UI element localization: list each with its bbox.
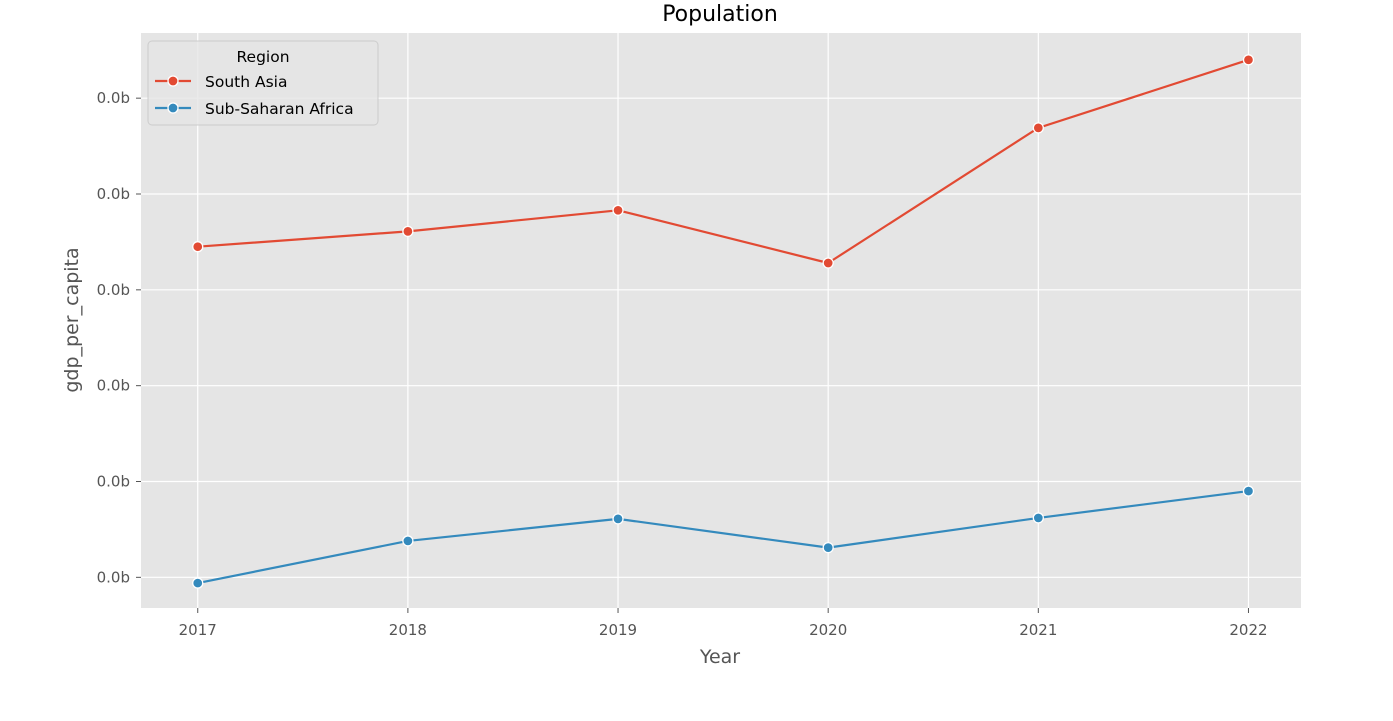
axes: 2017 2018 2019 2020 2021 2022 0.0b 0.0b 0.0b 0.0b… — [97, 89, 1268, 639]
x-tick-label: 2018 — [389, 621, 427, 639]
y-tick-label: 0.0b — [97, 568, 130, 586]
data-point — [612, 513, 624, 525]
data-point — [1242, 54, 1255, 66]
data-point — [612, 204, 624, 216]
x-axis-title: Year — [699, 646, 740, 668]
y-axis-title: gdp_per_capita — [61, 247, 83, 392]
chart-title: Population — [662, 2, 778, 27]
series-line-1 — [197, 489, 1249, 585]
series-lines — [192, 54, 1255, 589]
data-point — [402, 535, 414, 547]
x-tick-label: 2020 — [809, 621, 847, 639]
x-tick-label: 2021 — [1019, 621, 1057, 639]
legend: Region South Asia Sub-Saharan Africa — [147, 40, 379, 126]
data-point — [822, 541, 834, 554]
legend-label-0: South Asia — [205, 73, 287, 91]
x-tick-label: 2019 — [599, 621, 637, 639]
y-tick-label: 0.0b — [97, 89, 130, 107]
legend-box — [147, 40, 379, 126]
data-point — [402, 225, 414, 238]
data-point — [192, 241, 204, 253]
x-tick-label: 2017 — [179, 621, 217, 639]
x-tick-label: 2022 — [1229, 621, 1267, 639]
data-point — [1032, 512, 1044, 524]
data-point — [822, 257, 834, 269]
y-tick-label: 0.0b — [97, 281, 130, 299]
legend-marker-0 — [167, 75, 179, 87]
legend-marker-1 — [167, 102, 179, 114]
plot-area — [141, 33, 1301, 608]
y-tick-label: 0.0b — [97, 185, 130, 203]
data-point — [1032, 122, 1044, 134]
data-point — [192, 577, 204, 589]
y-tick-label: 0.0b — [97, 377, 130, 395]
grid-lines — [141, 33, 1301, 608]
data-point — [1242, 485, 1255, 497]
y-tick-label: 0.0b — [97, 473, 130, 491]
legend-label-1: Sub-Saharan Africa — [205, 100, 354, 118]
legend-title: Region — [236, 48, 289, 66]
series-line-0 — [197, 58, 1249, 265]
